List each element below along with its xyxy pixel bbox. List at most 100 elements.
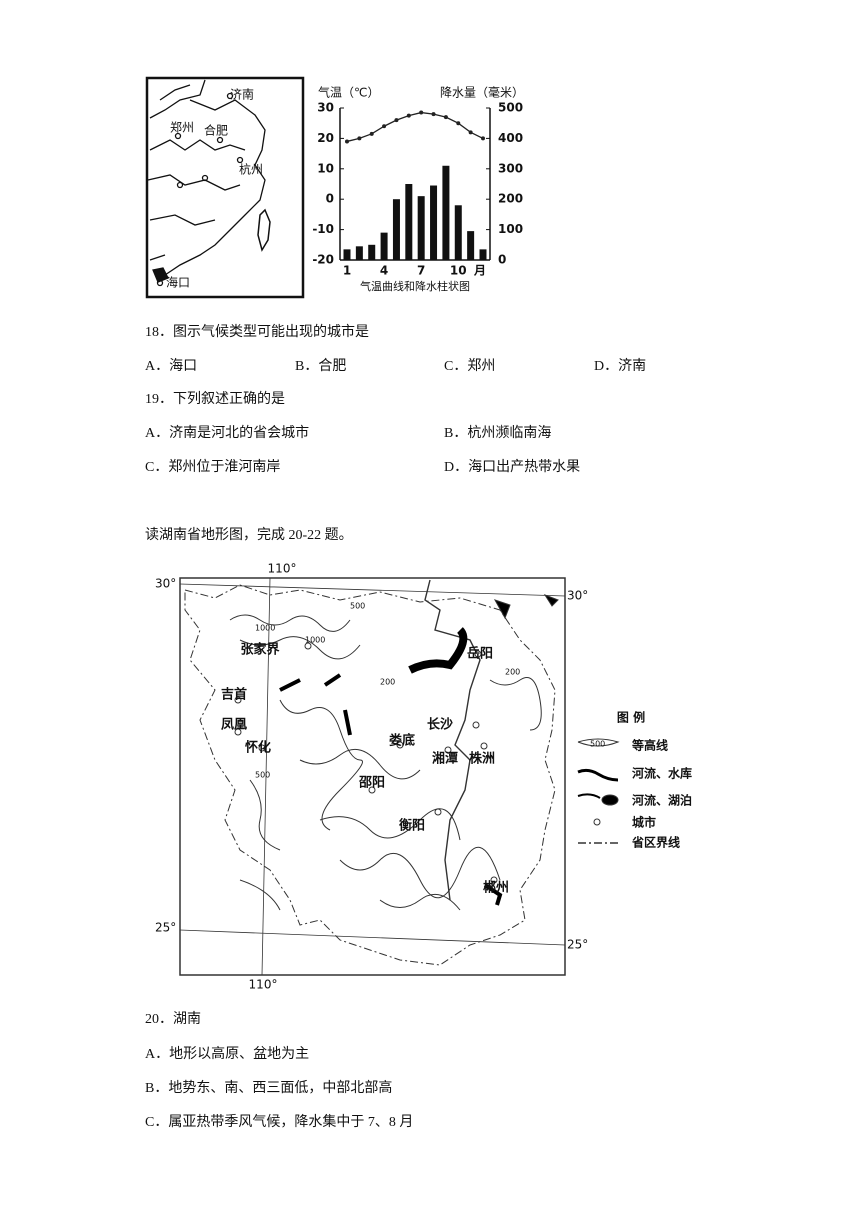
precip-bar <box>392 199 400 260</box>
legend-symbols <box>577 738 620 844</box>
map-label: 杭州 <box>239 162 263 177</box>
y2-tick-label: 500 <box>498 101 523 115</box>
option: B．杭州濒临南海 <box>444 426 552 441</box>
map-label: 海口 <box>166 275 190 290</box>
city-label: 娄底 <box>389 733 415 749</box>
temp-point <box>468 130 473 135</box>
temp-point <box>481 136 485 141</box>
x-tick-label: 4 <box>380 264 388 278</box>
coord-label: 30° <box>155 577 176 591</box>
x-unit: 月 <box>473 264 486 278</box>
option: B．合肥 <box>295 359 347 374</box>
legend-item: 省区界线 <box>631 835 680 850</box>
temp-point <box>443 115 448 120</box>
precip-bar <box>380 232 388 260</box>
x-tick-label: 7 <box>417 264 425 278</box>
map-china-east <box>145 76 305 299</box>
legend-title: 图 例 <box>617 710 645 725</box>
legend-item: 河流、湖泊 <box>631 793 692 808</box>
precip-bar <box>417 196 425 260</box>
contour-label: 500 <box>255 771 270 780</box>
y2-tick-label: 200 <box>498 192 523 206</box>
x-tick-label: 10 <box>450 264 467 278</box>
city-label: 张家界 <box>240 642 279 658</box>
contour-label: 1000 <box>255 624 275 633</box>
precip-bar <box>454 205 462 260</box>
option: A．济南是河北的省会城市 <box>145 426 310 441</box>
contour-label: 200 <box>380 678 395 687</box>
contour-label: 1000 <box>305 636 325 645</box>
option: C．郑州 <box>444 359 496 374</box>
temp-point <box>456 121 461 126</box>
y2-tick-label: 0 <box>498 253 506 267</box>
city-label: 邵阳 <box>358 776 385 791</box>
temp-point <box>419 110 424 115</box>
city-label: 岳阳 <box>467 647 493 662</box>
legend-sample: 500 <box>590 740 605 749</box>
temp-point <box>382 124 387 129</box>
y-tick-label: 30 <box>317 101 334 115</box>
city-label: 怀化 <box>245 740 271 756</box>
temp-point <box>345 139 349 144</box>
coord-label: 110° <box>268 562 297 576</box>
precip-bar <box>368 244 376 260</box>
city-label: 吉首 <box>221 687 247 703</box>
precip-bar <box>467 231 475 260</box>
y2-tick-label: 400 <box>498 131 523 145</box>
map-label: 济南 <box>230 87 254 102</box>
question-stem: 20．湖南 <box>145 1012 201 1027</box>
temp-point <box>394 118 399 123</box>
temp-point <box>357 136 362 141</box>
contour-label: 500 <box>350 602 365 611</box>
precip-bar <box>355 246 363 260</box>
y-tick-label: 0 <box>326 192 334 206</box>
legend-item: 河流、水库 <box>631 766 692 781</box>
coord-label: 25° <box>567 938 588 952</box>
option: D．济南 <box>594 359 647 374</box>
x-tick-label: 1 <box>343 264 351 278</box>
city-label: 凤凰 <box>221 718 247 733</box>
y-tick-label: -20 <box>312 253 334 267</box>
y2-tick-label: 100 <box>498 222 523 236</box>
y2-tick-label: 300 <box>498 161 523 175</box>
y-tick-label: 20 <box>317 131 334 145</box>
map-hunan <box>179 577 620 976</box>
question-stem: 18．图示气候类型可能出现的城市是 <box>145 325 369 340</box>
city-label: 衡阳 <box>399 818 425 834</box>
map-label: 合肥 <box>204 123 228 138</box>
coord-label: 110° <box>249 978 278 992</box>
precip-bar <box>430 185 438 260</box>
coord-label: 30° <box>567 589 588 603</box>
precip-bar <box>405 184 413 260</box>
city-label: 株洲 <box>469 751 495 767</box>
option: C．郑州位于淮河南岸 <box>145 460 281 475</box>
city-label: 湘潭 <box>432 751 458 767</box>
axis-title: 降水量（毫米） <box>440 85 524 100</box>
option: D．海口出产热带水果 <box>444 460 581 475</box>
contour-label: 200 <box>505 668 520 677</box>
legend-item: 等高线 <box>631 738 668 753</box>
temp-point <box>369 131 374 136</box>
intro-text: 读湖南省地形图，完成 20-22 题。 <box>145 528 353 543</box>
question-stem: 19．下列叙述正确的是 <box>145 392 285 407</box>
precip-bar <box>343 249 351 260</box>
axis-title: 气温（℃） <box>318 85 379 100</box>
city-label: 郴州 <box>483 881 509 896</box>
option: A．地形以高原、盆地为主 <box>145 1047 310 1062</box>
option: A．海口 <box>145 359 198 374</box>
precip-bar <box>442 165 450 260</box>
option: C．属亚热带季风气候，降水集中于 7、8 月 <box>145 1115 414 1130</box>
y-tick-label: -10 <box>312 222 334 236</box>
legend-item: 城市 <box>632 815 656 830</box>
temp-line <box>346 111 484 143</box>
temp-point <box>431 112 436 117</box>
precip-bar <box>479 249 487 260</box>
city-label: 长沙 <box>427 717 453 733</box>
y-tick-label: 10 <box>317 161 334 175</box>
option: B．地势东、南、西三面低，中部北部高 <box>145 1081 393 1096</box>
coord-label: 25° <box>155 921 176 935</box>
chart-caption: 气温曲线和降水柱状图 <box>360 279 470 293</box>
map-label: 郑州 <box>170 120 194 135</box>
